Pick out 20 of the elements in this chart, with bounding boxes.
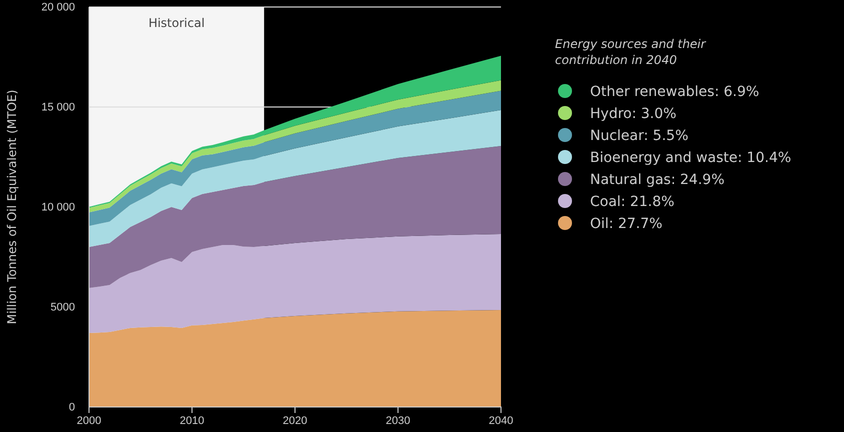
legend-label: Oil: 27.7% [590, 216, 662, 232]
legend-label: Bioenergy and waste: 10.4% [590, 150, 792, 166]
y-axis-title: Million Tonnes of Oil Equivalent (MTOE) [5, 90, 19, 324]
x-tick-label: 2040 [488, 414, 514, 427]
y-tick-label: 10 000 [41, 202, 75, 214]
y-tick-label: 15 000 [41, 102, 75, 114]
legend-label: Natural gas: 24.9% [590, 172, 724, 188]
x-tick-label: 2030 [386, 414, 410, 427]
x-tick-label: 2020 [282, 414, 308, 427]
band-label: Historical [148, 16, 205, 30]
x-tick-label: 2000 [76, 414, 102, 427]
legend-label: Coal: 21.8% [590, 194, 674, 210]
legend-label: Hydro: 3.0% [590, 106, 676, 122]
legend-label: Other renewables: 6.9% [590, 84, 760, 100]
legend-label: Nuclear: 5.5% [590, 128, 688, 144]
legend-title: Energy sources and their contribution in 2040 [555, 37, 707, 67]
y-tick-label: 5000 [50, 302, 75, 314]
x-tick-label: 2010 [180, 414, 204, 427]
y-tick-label: 0 [68, 402, 75, 414]
y-tick-label: 20 000 [41, 2, 75, 14]
